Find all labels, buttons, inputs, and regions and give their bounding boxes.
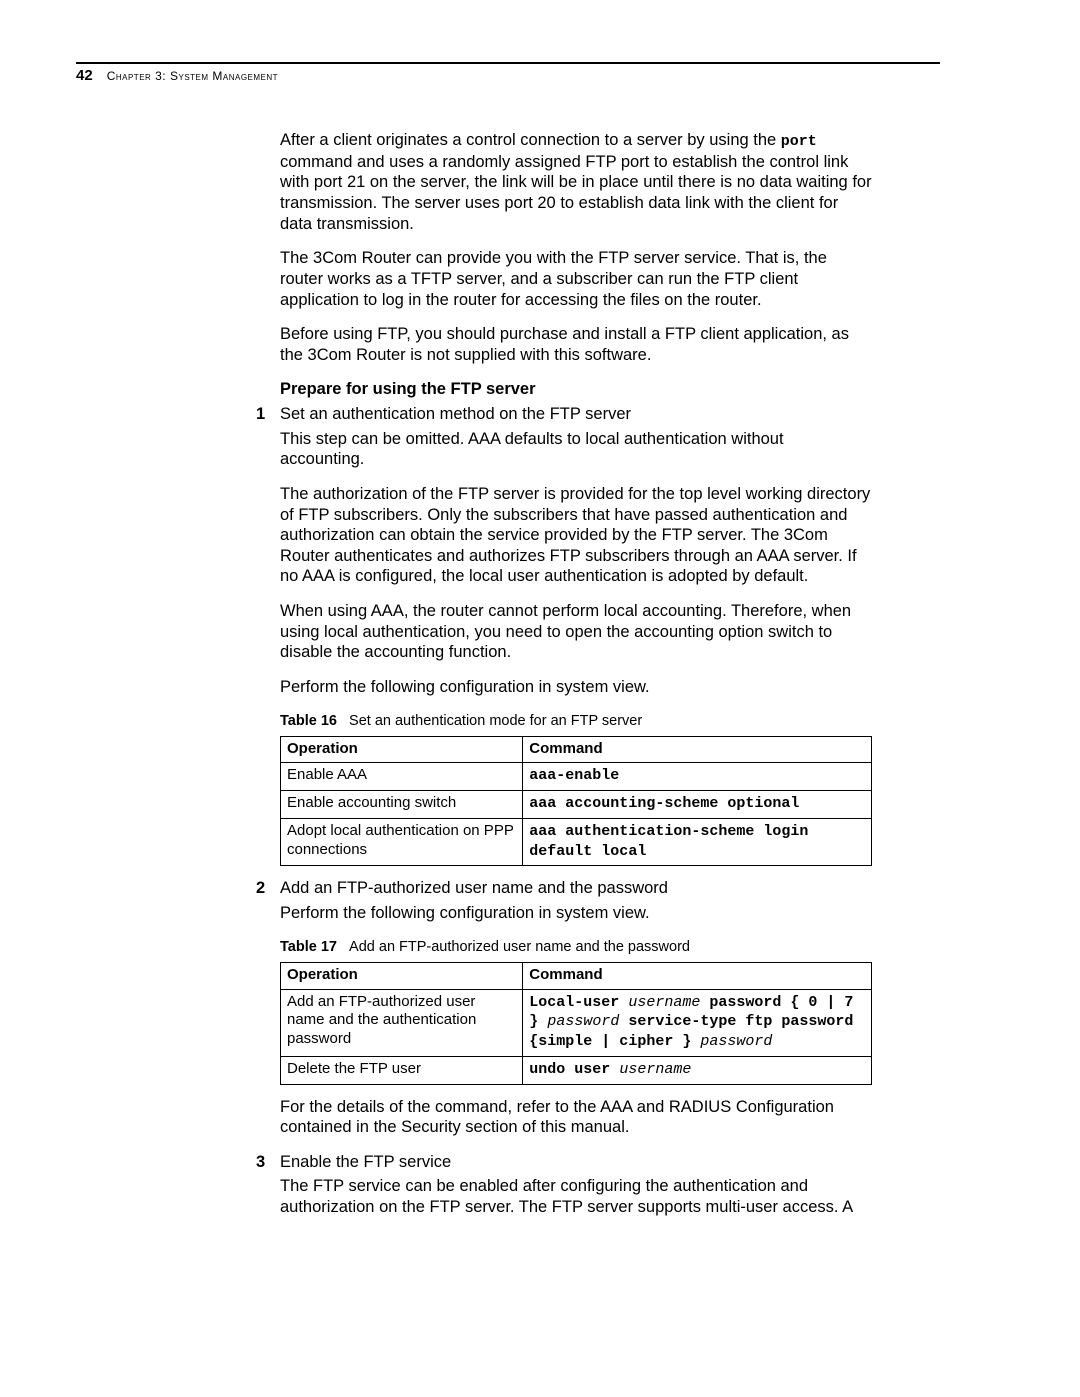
body-text: After a client originates a control conn… [280,131,781,149]
step-title: 1 Set an authentication method on the FT… [280,404,872,425]
table-row: Adopt local authentication on PPP connec… [281,818,872,866]
paragraph: After a client originates a control conn… [280,130,872,234]
command-code: aaa-enable [529,767,619,784]
step-title-text: Enable the FTP service [280,1153,451,1171]
step-title-text: Add an FTP-authorized user name and the … [280,879,668,897]
cell-command: aaa accounting-scheme optional [523,791,872,819]
table-caption: Table 17 Add an FTP-authorized user name… [280,938,872,956]
paragraph: The authorization of the FTP server is p… [280,484,872,587]
command-code: aaa accounting-scheme optional [529,795,799,812]
section-heading: Prepare for using the FTP server [280,379,872,400]
paragraph: The FTP service can be enabled after con… [280,1176,872,1217]
step-number: 1 [256,404,265,425]
table-caption-text: Set an authentication mode for an FTP se… [349,713,642,729]
command-code: Local-user username password { 0 | 7 } p… [529,994,853,1051]
code-arg: username [619,1061,691,1078]
cell-command: aaa-enable [523,763,872,791]
body-text: command and uses a randomly assigned FTP… [280,153,872,233]
cell-command: Local-user username password { 0 | 7 } p… [523,989,872,1056]
code-seg: undo user [529,1061,619,1078]
col-header-operation: Operation [281,962,523,989]
paragraph: When using AAA, the router cannot perfor… [280,601,872,663]
table-caption-label: Table 17 [280,939,337,955]
cell-operation: Adopt local authentication on PPP connec… [281,818,523,866]
paragraph: The 3Com Router can provide you with the… [280,248,872,310]
table-caption: Table 16 Set an authentication mode for … [280,712,872,730]
table-caption-text: Add an FTP-authorized user name and the … [349,939,690,955]
table-row: Enable AAA aaa-enable [281,763,872,791]
cell-operation: Add an FTP-authorized user name and the … [281,989,523,1056]
step-title-text: Set an authentication method on the FTP … [280,405,631,423]
paragraph: Perform the following configuration in s… [280,903,872,924]
table-row: Delete the FTP user undo user username [281,1056,872,1084]
command-code: undo user username [529,1061,691,1078]
table-caption-label: Table 16 [280,713,337,729]
paragraph: For the details of the command, refer to… [280,1097,872,1138]
col-header-command: Command [523,962,872,989]
inline-code: port [781,133,817,150]
step-number: 2 [256,878,265,899]
table-17: Operation Command Add an FTP-authorized … [280,962,872,1085]
page-number: 42 [76,67,93,84]
cell-command: aaa authentication-scheme login default … [523,818,872,866]
page: 42 Chapter 3: System Management After a … [0,0,1080,1397]
step-title: 3 Enable the FTP service [280,1152,872,1173]
body-column: After a client originates a control conn… [280,130,872,1232]
table-header-row: Operation Command [281,736,872,763]
cell-operation: Enable accounting switch [281,791,523,819]
table-row: Enable accounting switch aaa accounting-… [281,791,872,819]
cell-operation: Delete the FTP user [281,1056,523,1084]
table-header-row: Operation Command [281,962,872,989]
step-title: 2 Add an FTP-authorized user name and th… [280,878,872,899]
code-arg: password [547,1013,619,1030]
col-header-operation: Operation [281,736,523,763]
command-code: aaa authentication-scheme login default … [529,823,808,860]
code-arg: password [700,1033,772,1050]
table-16: Operation Command Enable AAA aaa-enable … [280,736,872,867]
paragraph: This step can be omitted. AAA defaults t… [280,429,872,470]
cell-operation: Enable AAA [281,763,523,791]
step-number: 3 [256,1152,265,1173]
cell-command: undo user username [523,1056,872,1084]
col-header-command: Command [523,736,872,763]
chapter-label: Chapter 3: System Management [107,69,278,83]
code-arg: username [628,994,700,1011]
paragraph: Before using FTP, you should purchase an… [280,324,872,365]
code-seg: Local-user [529,994,628,1011]
running-header: 42 Chapter 3: System Management [76,62,940,84]
table-row: Add an FTP-authorized user name and the … [281,989,872,1056]
paragraph: Perform the following configuration in s… [280,677,872,698]
